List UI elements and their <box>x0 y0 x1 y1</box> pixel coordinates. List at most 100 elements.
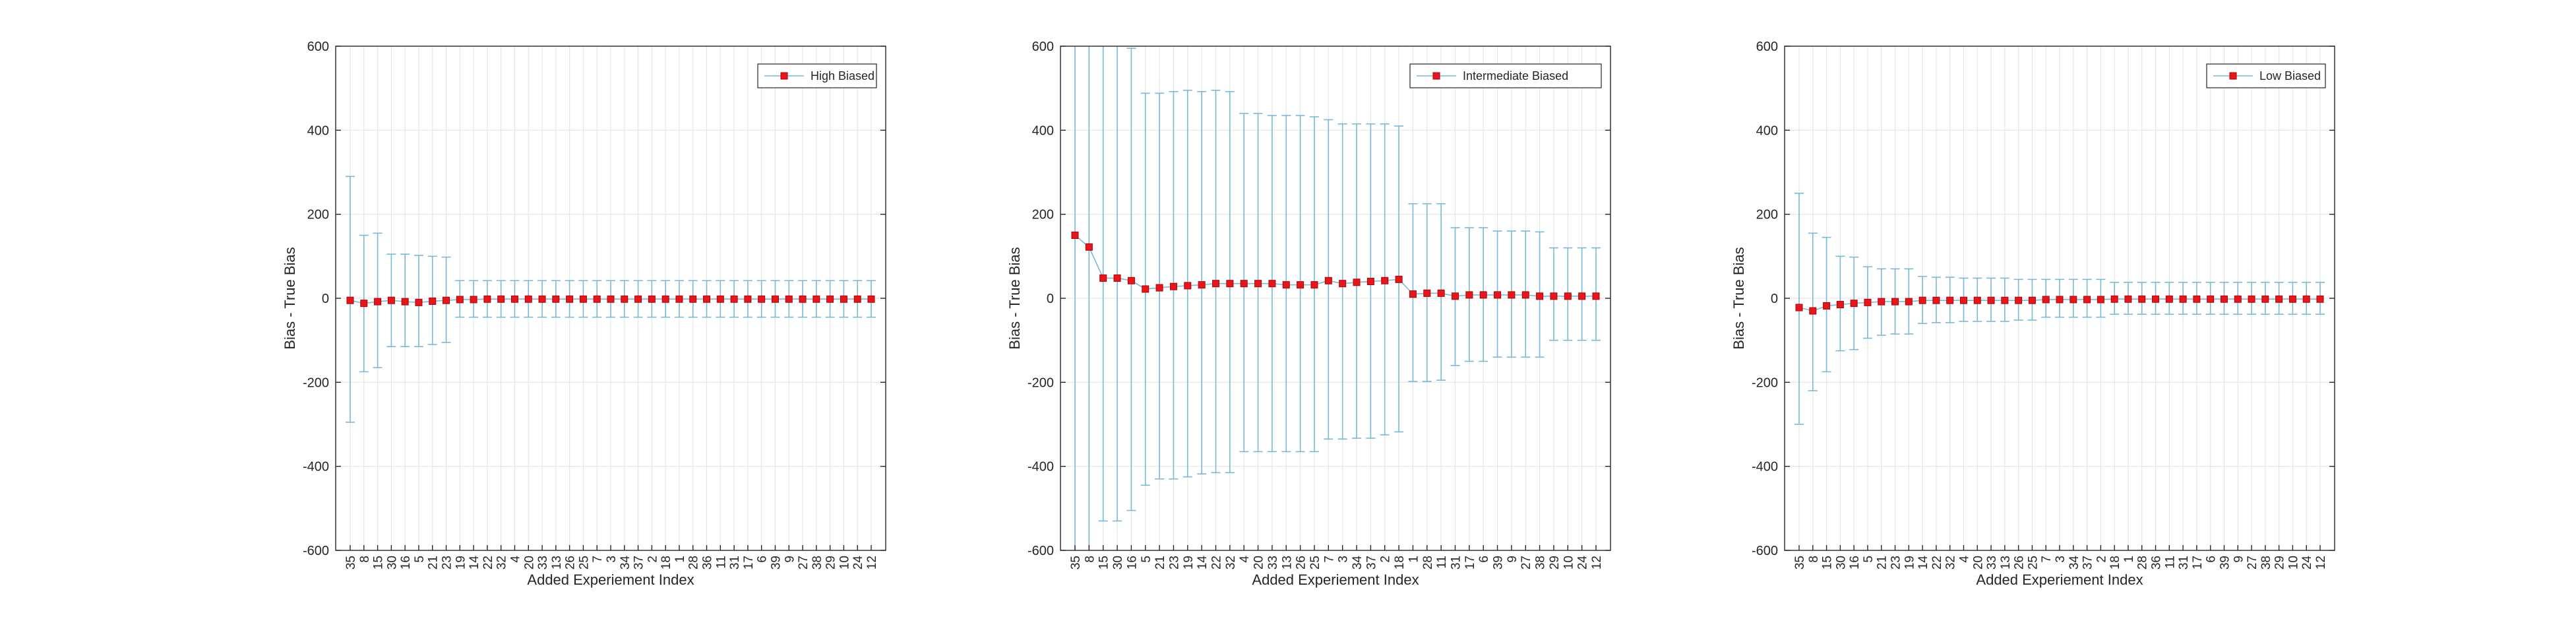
data-point <box>552 295 560 303</box>
x-tick-label: 27 <box>1519 556 1533 570</box>
data-point <box>826 295 834 303</box>
x-tick-label: 26 <box>1295 556 1308 570</box>
legend: Intermediate Biased <box>1409 63 1602 88</box>
x-tick-label: 25 <box>1308 556 1322 570</box>
y-tick-label: -200 <box>1752 375 1778 390</box>
x-tick-label: 10 <box>838 556 851 570</box>
x-tick-label: 32 <box>495 556 509 570</box>
x-tick-label: 27 <box>2246 556 2259 570</box>
data-point <box>2083 296 2091 304</box>
x-tick-label: 30 <box>1111 556 1125 570</box>
data-point <box>2193 295 2201 303</box>
data-point <box>470 296 477 304</box>
data-point <box>813 295 820 303</box>
data-point <box>415 298 423 306</box>
data-point <box>374 298 382 306</box>
series-area <box>1794 193 2325 425</box>
x-tick-label: 24 <box>1576 556 1590 570</box>
series-area <box>346 176 876 423</box>
x-tick-label: 12 <box>2314 556 2328 570</box>
data-point <box>1905 298 1913 306</box>
x-tick-label: 31 <box>1449 556 1463 570</box>
data-point <box>2165 295 2173 303</box>
data-point <box>1381 277 1389 284</box>
x-tick-label: 6 <box>2205 556 2219 563</box>
x-axis: 35 8 15 30 16 5 21 23 19 14 22 32 4 20 33 13 26 25 7 3 34 37 2… <box>344 545 879 570</box>
x-tick-label: 36 <box>701 556 715 570</box>
x-tick-label: 15 <box>1821 556 1835 570</box>
x-axis: 35 8 15 30 16 5 21 23 19 14 22 32 4 20 33 13 26 25 7 3 34 37 2… <box>1069 545 1604 570</box>
x-tick-label: 22 <box>1930 556 1944 570</box>
data-point <box>1987 296 1995 304</box>
data-point <box>2138 295 2146 303</box>
x-tick-label: 37 <box>1365 556 1378 570</box>
x-axis-label: Added Experiement Index <box>1252 571 1419 588</box>
data-point <box>1339 280 1347 288</box>
x-tick-label: 39 <box>2218 556 2232 570</box>
data-point <box>593 295 601 303</box>
data-point <box>2001 296 2009 304</box>
x-tick-label: 26 <box>564 556 578 570</box>
data-point <box>744 295 752 303</box>
x-tick-label: 5 <box>1140 556 1153 563</box>
x-tick-label: 29 <box>2273 556 2287 570</box>
x-tick-label: 39 <box>769 556 783 570</box>
data-point <box>510 295 518 303</box>
x-tick-label: 18 <box>2108 556 2122 570</box>
data-point <box>716 295 724 303</box>
x-tick-label: 23 <box>1167 556 1181 570</box>
data-point <box>1592 292 1600 300</box>
y-tick-label: 200 <box>1756 208 1778 222</box>
x-tick-label: 35 <box>1069 556 1083 570</box>
y-axis-label: Bias - True Bias <box>282 247 298 349</box>
x-tick-label: 8 <box>1807 556 1821 563</box>
x-tick-label: 28 <box>1421 556 1435 570</box>
x-axis-label: Added Experiement Index <box>527 571 694 588</box>
data-point <box>1155 284 1163 292</box>
y-axis-label: Bias - True Bias <box>1731 247 1747 349</box>
x-tick-label: 20 <box>522 556 536 570</box>
data-point <box>346 296 354 304</box>
data-point <box>1836 301 1844 309</box>
data-point <box>1282 281 1290 289</box>
data-point <box>579 295 587 303</box>
x-tick-label: 27 <box>797 556 811 570</box>
x-tick-label: 37 <box>632 556 646 570</box>
data-point <box>1918 296 1926 304</box>
data-point <box>1891 298 1899 306</box>
x-tick-label: 30 <box>385 556 399 570</box>
x-tick-label: 14 <box>468 556 481 570</box>
data-point <box>2056 296 2064 304</box>
x-tick-label: 25 <box>577 556 591 570</box>
data-point <box>1451 292 1459 300</box>
data-point <box>1184 282 1192 290</box>
y-tick-label: 400 <box>307 123 329 138</box>
y-tick-label: 400 <box>1756 123 1778 138</box>
x-tick-label: 11 <box>1435 556 1449 569</box>
x-tick-label: 26 <box>2013 556 2027 570</box>
y-axis: -600 -400 -200 0 200 400 600 <box>1027 40 1610 558</box>
x-tick-label: 29 <box>824 556 838 570</box>
data-point <box>1127 277 1135 284</box>
x-axis-label: Added Experiement Index <box>1976 571 2143 588</box>
legend-marker <box>1432 72 1440 80</box>
y-tick-label: 400 <box>1032 123 1054 138</box>
x-tick-label: 16 <box>1125 556 1139 570</box>
data-point <box>2179 295 2187 303</box>
y-tick-label: -600 <box>1027 544 1054 558</box>
x-tick-label: 9 <box>2232 556 2246 563</box>
data-point <box>2316 295 2324 303</box>
x-tick-label: 1 <box>1407 556 1421 563</box>
x-tick-label: 18 <box>1393 556 1407 570</box>
data-point <box>429 297 437 305</box>
x-tick-label: 23 <box>441 556 454 570</box>
x-tick-label: 6 <box>1477 556 1491 563</box>
x-tick-label: 20 <box>1971 556 1985 570</box>
data-point <box>1353 278 1361 286</box>
data-point <box>1409 290 1417 298</box>
data-point <box>1085 243 1093 251</box>
series-markers <box>1071 232 1600 300</box>
y-tick-label: -400 <box>1752 460 1778 474</box>
